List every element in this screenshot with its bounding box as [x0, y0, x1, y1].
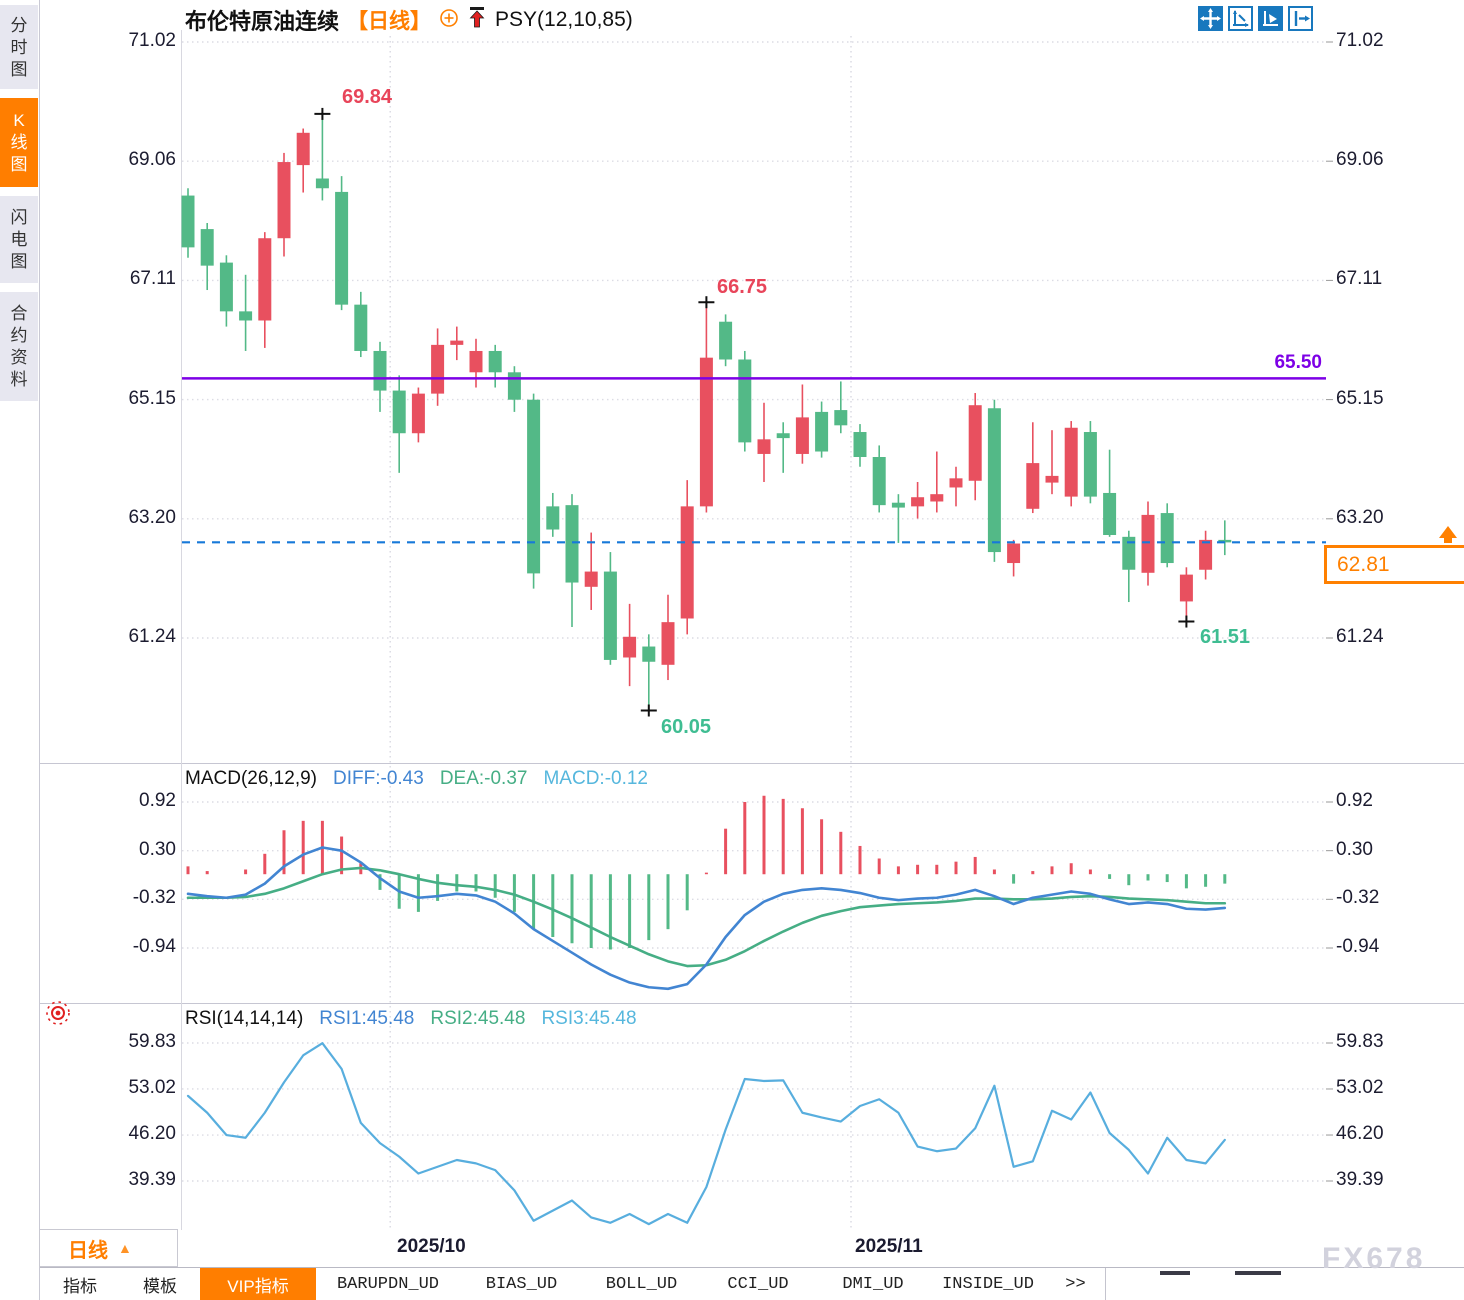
macd-tick-right: 0.30	[1336, 838, 1373, 860]
price-tick-left: 69.06	[128, 149, 176, 171]
chart-toolbar	[1198, 6, 1313, 31]
price-tick-left: 67.11	[129, 268, 176, 290]
bottom-tab-10[interactable]: >>	[1046, 1268, 1106, 1300]
rsi-tick-left: 39.39	[128, 1169, 176, 1190]
chart-header: 布伦特原油连续 【日线】 PSY(12,10,85)	[185, 5, 633, 35]
extreme-marker	[314, 107, 331, 120]
sidebar-tab-4[interactable]: 合约资料	[0, 292, 38, 401]
macd-tick-right: -0.32	[1336, 887, 1380, 909]
hline-price-label: 65.50	[1274, 352, 1322, 373]
clipped-text-fragment	[1235, 1271, 1281, 1275]
rsi-tick-right: 53.02	[1336, 1076, 1384, 1098]
macd-macd-value: MACD:-0.12	[543, 768, 648, 789]
low-label-1: 60.05	[661, 716, 712, 738]
price-tick-left: 63.20	[128, 506, 176, 528]
indicator-label[interactable]: PSY(12,10,85)	[495, 8, 633, 31]
rsi-title[interactable]: RSI(14,14,14)	[185, 1008, 304, 1029]
macd-tick-right: 0.92	[1336, 790, 1373, 811]
bottom-tab-5[interactable]: BIAS_UD	[460, 1268, 584, 1300]
macd-header: MACD(26,12,9) DIFF:-0.43 DEA:-0.37 MACD:…	[185, 768, 648, 790]
rsi-header: RSI(14,14,14) RSI1:45.48 RSI2:45.48 RSI3…	[185, 1008, 637, 1030]
period-tag[interactable]: 【日线】	[347, 10, 432, 33]
axis-pointer-icon[interactable]	[1258, 6, 1283, 31]
sidebar-tab-1[interactable]: 分时图	[0, 5, 38, 89]
rsi-tick-left: 46.20	[128, 1123, 176, 1145]
triangle-up-icon: ▲	[118, 1240, 132, 1256]
rsi-tick-left: 59.83	[128, 1031, 176, 1052]
macd-title[interactable]: MACD(26,12,9)	[185, 768, 317, 789]
extreme-marker	[698, 296, 715, 309]
last-price-box[interactable]: 62.81	[1324, 545, 1464, 584]
macd-tick-left: -0.32	[132, 887, 176, 909]
bottom-tab-1[interactable]: 指标	[40, 1268, 121, 1300]
bottom-tab-2[interactable]: 模板	[120, 1268, 201, 1300]
macd-diff-value: DIFF:-0.43	[333, 768, 424, 789]
bottom-tab-6[interactable]: BOLL_UD	[583, 1268, 701, 1300]
move-icon[interactable]	[1198, 6, 1223, 31]
price-tick-right: 69.06	[1336, 149, 1384, 171]
price-scroll-arrow-icon[interactable]	[1436, 524, 1460, 546]
macd-dea-value: DEA:-0.37	[439, 768, 528, 789]
bottom-tab-7[interactable]: CCI_UD	[700, 1268, 817, 1300]
macd-tick-left: 0.30	[139, 838, 176, 860]
price-tick-left: 71.02	[128, 30, 176, 51]
extreme-marker	[1178, 615, 1195, 628]
period-selector-label: 日线	[68, 1239, 108, 1262]
symbol-title: 布伦特原油连续	[185, 9, 340, 34]
price-tick-right: 67.11	[1336, 268, 1383, 290]
axis-zoom-icon[interactable]	[1228, 6, 1253, 31]
rsi-tick-right: 59.83	[1336, 1031, 1384, 1052]
x-label-oct: 2025/10	[397, 1236, 466, 1257]
pan-right-icon[interactable]	[1288, 6, 1313, 31]
rsi2-value: RSI2:45.48	[430, 1008, 526, 1029]
macd-tick-right: -0.94	[1336, 935, 1380, 957]
indicator-tab-bar: 指标 模板 VIP指标 BARUPDN_UD BIAS_UD BOLL_UD CCI_UD D…	[40, 1267, 1464, 1300]
period-selector[interactable]: 日线 ▲	[39, 1229, 178, 1267]
bottom-tab-9[interactable]: INSIDE_UD	[930, 1268, 1047, 1300]
price-tick-left: 65.15	[128, 387, 176, 409]
x-label-nov: 2025/11	[855, 1236, 923, 1257]
clipped-text-fragment	[1160, 1271, 1190, 1275]
bottom-tab-4[interactable]: BARUPDN_UD	[316, 1268, 461, 1300]
price-tick-right: 65.15	[1336, 387, 1384, 409]
high-label-2: 66.75	[717, 276, 768, 298]
price-tick-right: 63.20	[1336, 506, 1384, 528]
bottom-tab-8[interactable]: DMI_UD	[816, 1268, 931, 1300]
time-axis[interactable]: 2025/10 2025/11	[40, 1230, 1464, 1267]
upload-arrow-icon[interactable]	[467, 6, 487, 34]
rsi-tick-right: 39.39	[1336, 1169, 1384, 1190]
bottom-tab-3[interactable]: VIP指标	[200, 1268, 317, 1300]
rsi-tick-right: 46.20	[1336, 1123, 1384, 1145]
price-tick-left: 61.24	[128, 626, 176, 647]
macd-tick-left: -0.94	[132, 935, 176, 957]
sidebar-tab-3[interactable]: 闪电图	[0, 196, 38, 283]
watermark: FX678	[1322, 1242, 1426, 1275]
rsi1-value: RSI1:45.48	[319, 1008, 415, 1029]
add-indicator-icon[interactable]	[439, 8, 459, 33]
low-label-2: 61.51	[1200, 626, 1251, 648]
rsi3-value: RSI3:45.48	[541, 1008, 637, 1029]
macd-tick-left: 0.92	[139, 790, 176, 811]
extreme-marker	[640, 704, 657, 717]
live-indicator-sun-icon[interactable]	[43, 998, 73, 1028]
high-label-1: 69.84	[342, 86, 393, 108]
price-tick-right: 61.24	[1336, 626, 1384, 647]
rsi-tick-left: 53.02	[128, 1076, 176, 1098]
price-tick-right: 71.02	[1336, 30, 1384, 51]
